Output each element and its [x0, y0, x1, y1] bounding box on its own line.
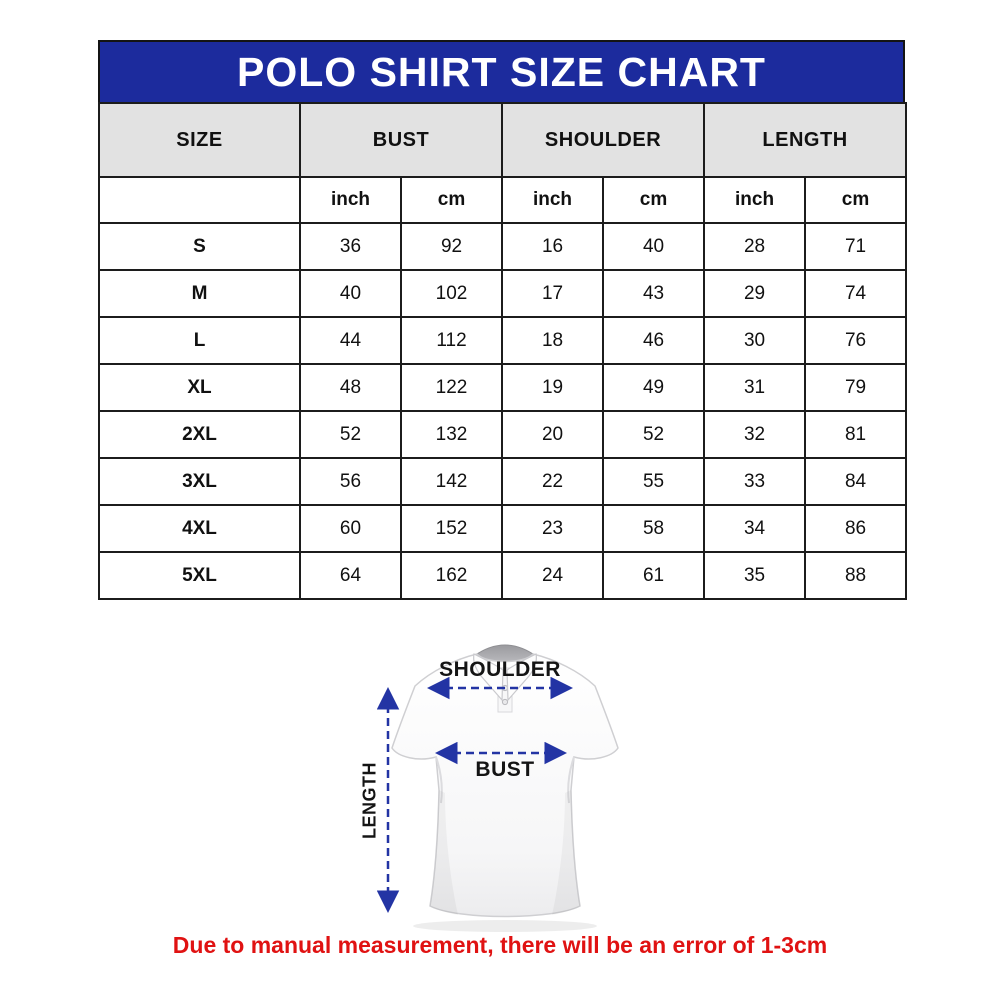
- unit-header-shoulder-cm: cm: [602, 176, 706, 224]
- cell-bust-inch: 44: [299, 316, 402, 365]
- unit-header-bust-inch: inch: [299, 176, 402, 224]
- measurement-note: Due to manual measurement, there will be…: [172, 932, 828, 958]
- col-header-size: SIZE: [98, 102, 301, 178]
- unit-header-length-cm: cm: [804, 176, 908, 224]
- cell-length-cm: 74: [804, 269, 908, 318]
- cell-shoulder-cm: 46: [602, 316, 706, 365]
- bust-measure-label: BUST: [475, 758, 535, 781]
- cell-shoulder-inch: 22: [501, 457, 605, 506]
- cell-shoulder-cm: 43: [602, 269, 706, 318]
- cell-shoulder-inch: 20: [501, 410, 605, 459]
- cell-length-cm: 88: [804, 551, 908, 600]
- cell-bust-inch: 36: [299, 222, 402, 271]
- cell-bust-inch: 48: [299, 363, 402, 412]
- table-row: L 44 112 18 46 30 76: [98, 316, 908, 365]
- cell-bust-cm: 142: [399, 457, 504, 506]
- cell-bust-inch: 60: [299, 504, 402, 553]
- cell-length-inch: 28: [703, 222, 807, 271]
- table-row: 3XL 56 142 22 55 33 84: [98, 457, 908, 506]
- cell-length-inch: 31: [703, 363, 807, 412]
- size-table: SIZE BUST SHOULDER LENGTH inch cm inch c…: [98, 102, 908, 600]
- table-row: M 40 102 17 43 29 74: [98, 269, 908, 318]
- cell-length-inch: 35: [703, 551, 807, 600]
- chart-title: POLO SHIRT SIZE CHART: [237, 48, 766, 95]
- cell-bust-inch: 40: [299, 269, 402, 318]
- cell-shoulder-cm: 40: [602, 222, 706, 271]
- table-row: XL 48 122 19 49 31 79: [98, 363, 908, 412]
- cell-shoulder-cm: 61: [602, 551, 706, 600]
- cell-shoulder-cm: 55: [602, 457, 706, 506]
- cell-shoulder-inch: 17: [501, 269, 605, 318]
- cell-length-inch: 33: [703, 457, 807, 506]
- table-row: 2XL 52 132 20 52 32 81: [98, 410, 908, 459]
- size-label: S: [98, 222, 301, 271]
- size-label: L: [98, 316, 301, 365]
- cell-bust-inch: 56: [299, 457, 402, 506]
- cell-length-cm: 84: [804, 457, 908, 506]
- cell-shoulder-cm: 52: [602, 410, 706, 459]
- cell-shoulder-cm: 49: [602, 363, 706, 412]
- cell-bust-inch: 52: [299, 410, 402, 459]
- cell-length-inch: 30: [703, 316, 807, 365]
- size-label: 3XL: [98, 457, 301, 506]
- cell-length-inch: 34: [703, 504, 807, 553]
- col-header-bust: BUST: [298, 102, 504, 178]
- table-unit-header-row: inch cm inch cm inch cm: [98, 176, 908, 224]
- table-group-header-row: SIZE BUST SHOULDER LENGTH: [98, 102, 908, 178]
- cell-length-cm: 71: [804, 222, 908, 271]
- size-label: 4XL: [98, 504, 301, 553]
- unit-header-empty: [98, 176, 301, 224]
- length-measure-label: LENGTH: [359, 762, 380, 839]
- table-row: 4XL 60 152 23 58 34 86: [98, 504, 908, 553]
- measurement-arrows: [376, 676, 573, 913]
- cell-shoulder-inch: 23: [501, 504, 605, 553]
- cell-shoulder-inch: 24: [501, 551, 605, 600]
- measurement-diagram: SHOULDER BUST LENGTH: [320, 636, 690, 938]
- cell-bust-inch: 64: [299, 551, 402, 600]
- cell-shoulder-inch: 18: [501, 316, 605, 365]
- table-row: 5XL 64 162 24 61 35 88: [98, 551, 908, 600]
- cell-shoulder-inch: 19: [501, 363, 605, 412]
- cell-bust-cm: 112: [399, 316, 504, 365]
- unit-header-length-inch: inch: [703, 176, 807, 224]
- cell-bust-cm: 152: [399, 504, 504, 553]
- cell-bust-cm: 132: [399, 410, 504, 459]
- cell-bust-cm: 92: [399, 222, 504, 271]
- cell-length-inch: 29: [703, 269, 807, 318]
- size-chart-container: POLO SHIRT SIZE CHART SIZE BUST SHOULDER…: [98, 40, 908, 600]
- unit-header-shoulder-inch: inch: [501, 176, 605, 224]
- cell-length-cm: 76: [804, 316, 908, 365]
- size-label: M: [98, 269, 301, 318]
- col-header-shoulder: SHOULDER: [501, 102, 706, 178]
- cell-bust-cm: 122: [399, 363, 504, 412]
- unit-header-bust-cm: cm: [399, 176, 504, 224]
- cell-length-cm: 86: [804, 504, 908, 553]
- cell-length-cm: 81: [804, 410, 908, 459]
- cell-bust-cm: 102: [399, 269, 504, 318]
- chart-title-bar: POLO SHIRT SIZE CHART: [98, 40, 905, 104]
- col-header-length: LENGTH: [703, 102, 908, 178]
- shoulder-measure-label: SHOULDER: [439, 658, 561, 681]
- cell-bust-cm: 162: [399, 551, 504, 600]
- cell-length-inch: 32: [703, 410, 807, 459]
- cell-length-cm: 79: [804, 363, 908, 412]
- size-label: XL: [98, 363, 301, 412]
- cell-shoulder-inch: 16: [501, 222, 605, 271]
- cell-shoulder-cm: 58: [602, 504, 706, 553]
- table-row: S 36 92 16 40 28 71: [98, 222, 908, 271]
- size-label: 2XL: [98, 410, 301, 459]
- size-label: 5XL: [98, 551, 301, 600]
